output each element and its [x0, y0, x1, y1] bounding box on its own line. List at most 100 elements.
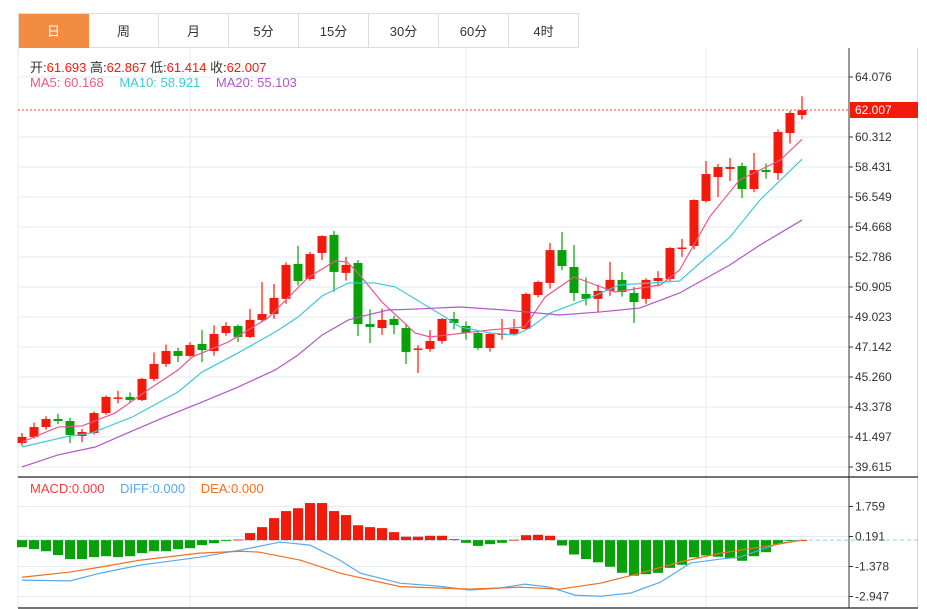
candle — [17, 432, 27, 446]
candle-body — [413, 348, 423, 350]
macd-bar — [377, 528, 387, 541]
candle-body — [737, 166, 747, 190]
candle-body — [485, 333, 495, 348]
macd-bar — [149, 540, 159, 552]
macd-bar — [521, 535, 531, 541]
macd-bar — [245, 533, 255, 541]
macd-bar — [641, 540, 651, 575]
candle-body — [329, 234, 339, 272]
candle — [737, 162, 747, 198]
macd-bar — [365, 527, 375, 541]
macd-bar — [677, 540, 687, 565]
gridlines — [17, 48, 849, 608]
price-tick-label: 43.378 — [855, 400, 892, 414]
macd-bar — [353, 525, 363, 541]
macd-bar — [509, 539, 519, 541]
candle — [437, 318, 447, 344]
tab-day[interactable]: 日 — [19, 14, 89, 48]
price-tick-label: 54.668 — [855, 220, 892, 234]
candle-body — [473, 332, 483, 348]
candle — [725, 158, 735, 182]
candle — [689, 199, 699, 250]
candle — [593, 284, 603, 312]
macd-bar — [533, 534, 543, 541]
ma10-line — [21, 158, 803, 448]
macd-bar — [629, 540, 639, 576]
macd-histogram — [17, 503, 918, 576]
candle-body — [749, 170, 759, 190]
candle — [701, 160, 711, 203]
price-tick-label: 50.905 — [855, 280, 892, 294]
ma10-value: MA10: 58.921 — [119, 75, 201, 90]
candle — [581, 277, 591, 306]
macd-bar — [173, 540, 183, 550]
candle-body — [173, 351, 183, 356]
candle — [449, 311, 459, 330]
candle — [461, 321, 471, 340]
dea-value: DEA:0.000 — [200, 481, 264, 496]
tab-30min[interactable]: 30分 — [369, 14, 439, 48]
ma-lines — [21, 138, 803, 468]
tab-5min[interactable]: 5分 — [229, 14, 299, 48]
high-value: 62.867 — [106, 60, 147, 75]
macd-bar — [305, 503, 315, 541]
macd-bar — [545, 535, 555, 541]
candle-body — [269, 297, 279, 315]
macd-bar — [401, 536, 411, 541]
macd-tick-label: 0.191 — [855, 529, 885, 543]
candle-body — [17, 436, 27, 444]
close-label: 收: — [210, 60, 227, 75]
candle — [125, 392, 135, 402]
dea-line — [21, 539, 803, 590]
macd-bar — [701, 540, 711, 556]
candle — [197, 330, 207, 363]
ma-readout: MA5: 60.168 MA10: 58.921 MA20: 55.103 — [30, 75, 297, 90]
candle-body — [425, 340, 435, 349]
candle-body — [773, 131, 783, 174]
tab-week[interactable]: 周 — [89, 14, 159, 48]
candle-body — [449, 318, 459, 323]
candle-body — [605, 279, 615, 291]
candle-body — [689, 200, 699, 246]
macd-bar — [605, 540, 615, 567]
macd-bar — [281, 511, 291, 541]
candle — [161, 344, 171, 367]
macd-bar — [137, 540, 147, 554]
tab-4hour[interactable]: 4时 — [509, 14, 579, 48]
macd-bar — [725, 540, 735, 559]
macd-tick-label: -1.378 — [855, 559, 889, 573]
candle-body — [557, 250, 567, 267]
price-tick-label: 47.142 — [855, 340, 892, 354]
macd-bar — [65, 540, 75, 560]
candle-body — [617, 279, 627, 293]
candle-body — [29, 427, 39, 437]
macd-tick-label: 1.759 — [855, 500, 885, 514]
candle — [569, 244, 579, 301]
macd-bar — [437, 535, 447, 541]
macd-bar — [233, 539, 243, 541]
candle — [377, 308, 387, 335]
diff-value: DIFF:0.000 — [120, 481, 186, 496]
macd-bar — [773, 540, 783, 545]
open-value: 61.693 — [46, 60, 87, 75]
candle-body — [533, 281, 543, 296]
candle-body — [101, 396, 111, 414]
candle — [533, 280, 543, 298]
candle-body — [209, 333, 219, 352]
candles — [17, 96, 807, 446]
candle-body — [161, 351, 171, 364]
macd-tick-label: -2.947 — [855, 590, 889, 604]
candle-body — [137, 378, 147, 400]
tab-month[interactable]: 月 — [159, 14, 229, 48]
macd-value: MACD:0.000 — [30, 481, 105, 496]
candle-body — [125, 396, 135, 400]
price-tick-label: 49.023 — [855, 310, 892, 324]
macd-bar — [257, 527, 267, 541]
tab-60min[interactable]: 60分 — [439, 14, 509, 48]
price-tick-label: 56.549 — [855, 190, 892, 204]
candle-body — [569, 266, 579, 293]
chart-frame — [18, 48, 918, 608]
tab-15min[interactable]: 15分 — [299, 14, 369, 48]
candle-body — [581, 293, 591, 299]
